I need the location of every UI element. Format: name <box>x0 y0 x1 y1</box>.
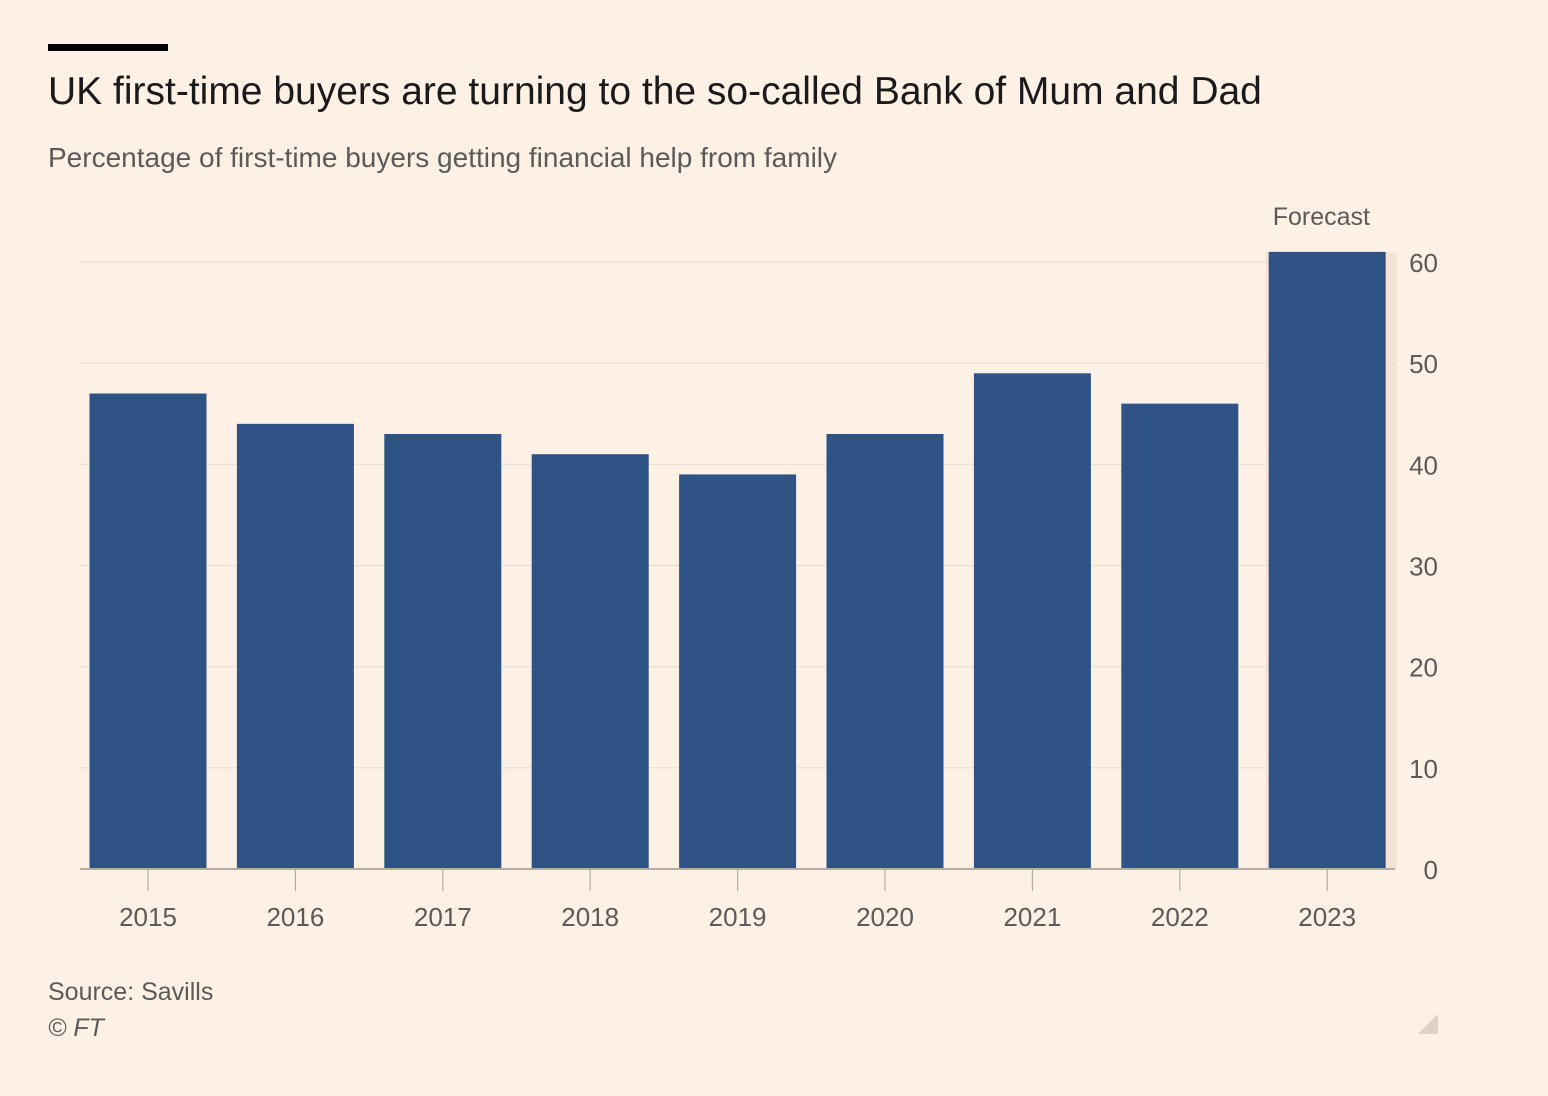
bar-2023 <box>1268 251 1386 870</box>
x-tick-label: 2020 <box>856 902 914 932</box>
y-tick-label: 50 <box>1409 349 1438 379</box>
annotations: Forecast <box>1273 203 1370 231</box>
y-axis-ticks: 0 10 20 30 40 50 60 <box>1409 248 1438 885</box>
bar-2017 <box>384 433 502 869</box>
chart-title: UK first-time buyers are turning to the … <box>48 70 1262 113</box>
resize-handle-icon[interactable] <box>1418 1014 1438 1034</box>
copyright-note: © FT <box>48 1014 104 1042</box>
y-tick-label: 40 <box>1409 450 1438 480</box>
bar-2020 <box>826 433 944 869</box>
y-tick-label: 10 <box>1409 754 1438 784</box>
y-tick-label: 20 <box>1409 653 1438 683</box>
bar-2019 <box>679 474 797 869</box>
bar-2022 <box>1121 403 1239 869</box>
x-tick-label: 2021 <box>1003 902 1061 932</box>
chart-subtitle: Percentage of first-time buyers getting … <box>48 142 838 173</box>
x-tick-label: 2022 <box>1151 902 1209 932</box>
bar-2018 <box>531 454 649 869</box>
y-tick-label: 0 <box>1424 855 1438 885</box>
bar-2021 <box>973 373 1091 869</box>
y-tick-label: 30 <box>1409 552 1438 582</box>
x-tick-label: 2015 <box>119 902 177 932</box>
x-tick-label: 2023 <box>1298 902 1356 932</box>
top-rule <box>48 44 168 51</box>
bars <box>89 251 1386 870</box>
x-tick-label: 2018 <box>561 902 619 932</box>
bar-2016 <box>236 423 354 869</box>
x-axis-ticks: 2015 2016 2017 2018 2019 2020 2021 2022 2023 <box>119 869 1356 932</box>
x-tick-label: 2019 <box>709 902 767 932</box>
source-note: Source: Savills <box>48 978 214 1006</box>
bar-2015 <box>89 393 207 869</box>
y-tick-label: 60 <box>1409 248 1438 278</box>
x-tick-label: 2017 <box>414 902 472 932</box>
x-tick-label: 2016 <box>266 902 324 932</box>
forecast-annotation: Forecast <box>1273 203 1370 231</box>
